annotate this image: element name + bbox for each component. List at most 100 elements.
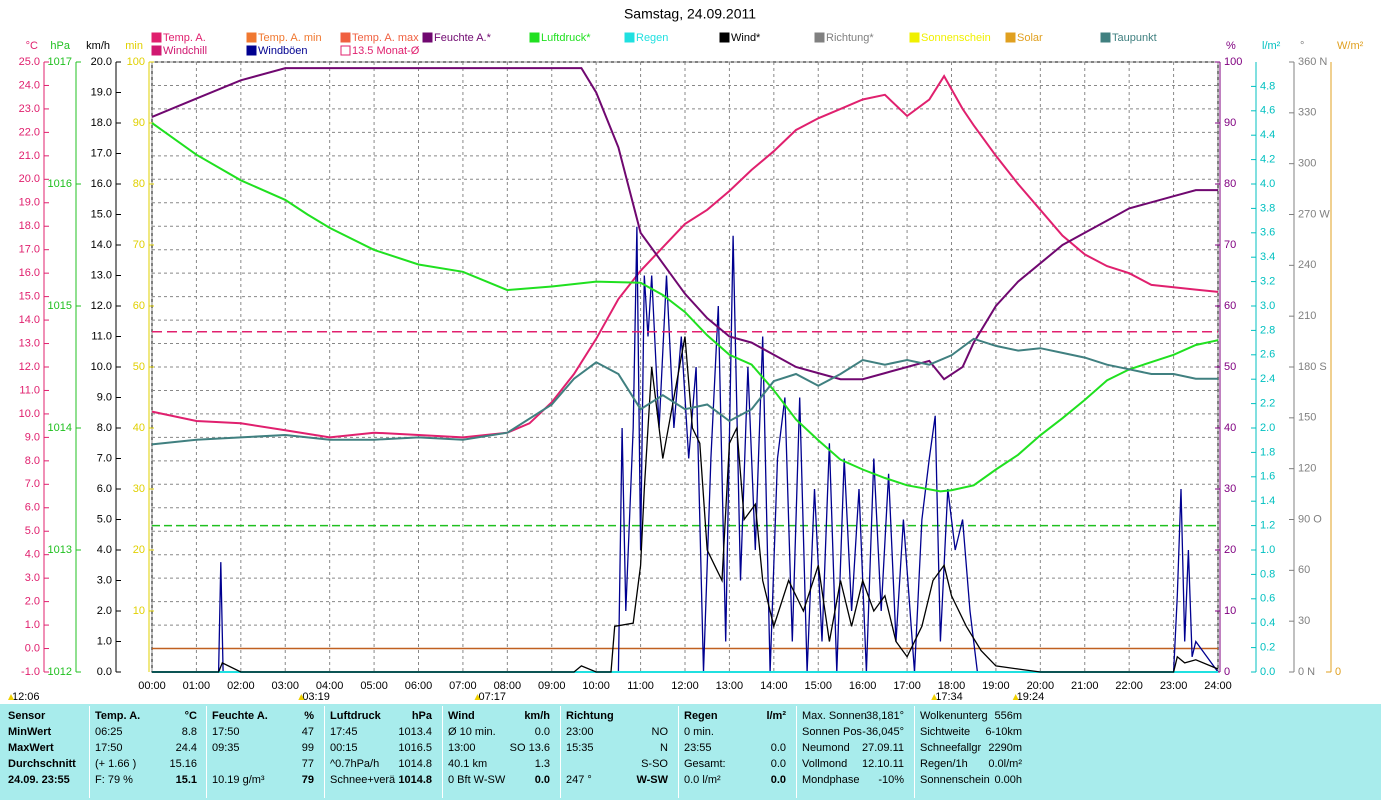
chart-title: Samstag, 24.09.2011 [624,6,756,22]
y-tick-label: 3.0 [25,572,40,584]
stats-value: SO 13.6 [509,742,550,754]
stats-unit: % [304,710,314,722]
y-tick-label: 1.4 [1260,495,1275,507]
x-tick-label: 11:00 [627,680,654,692]
stats-value: 38,181° [865,710,904,722]
stats-cell: MaxWert [8,742,54,754]
series-line [151,74,1219,439]
y-tick-label: 150 [1298,412,1316,424]
y-tick-label: 0.0 [25,642,40,654]
stats-cell: 15:35 [566,742,594,754]
separator [206,706,207,798]
y-tick-label: 1014 [48,422,72,434]
stats-value: 99 [301,742,314,754]
stats-cell: 17:45 [330,726,358,738]
stats-header: Richtung [566,710,614,722]
y-tick-label: 6.0 [97,483,112,495]
stats-cell: 17:50 [212,726,240,738]
axis-title: l/m² [1262,40,1281,52]
y-tick-label: 11.0 [91,330,112,342]
stats-header: Wind [448,710,475,722]
y-tick-label: 4.4 [1260,129,1275,141]
y-tick-label: 240 [1298,259,1316,271]
y-tick-label: 19.0 [91,86,112,98]
stats-cell: Vollmond [802,758,848,770]
legend-swatch [340,32,351,43]
y-tick-label: 90 O [1298,513,1322,525]
y-tick-label: 1012 [48,666,72,678]
y-tick-label: 4.8 [1260,80,1275,92]
stats-cell: 00:15 [330,742,358,754]
stats-value: N [660,742,668,754]
legend-label: Temp. A. min [258,32,322,44]
stats-cell: 17:50 [95,742,123,754]
separator [560,706,561,798]
stats-value: 0.00h [994,774,1022,786]
y-tick-label: 17.0 [91,147,112,159]
y-tick-label: 2.0 [25,596,40,608]
annotation: 12:06 [12,691,40,703]
y-tick-label: 210 [1298,310,1316,322]
y-tick-label: 0.8 [1260,568,1275,580]
stats-cell: (+ 1.66 ) [95,758,137,770]
y-tick-label: 60 [1298,564,1310,576]
y-tick-label: 3.6 [1260,227,1275,239]
y-tick-label: 3.0 [97,574,112,586]
x-tick-label: 14:00 [760,680,788,692]
y-tick-label: 1016 [48,178,72,190]
stats-value: 12.10.11 [861,758,904,770]
y-tick-label: 13.0 [19,337,40,349]
legend-label: 13.5 Monat-Ø [352,45,420,57]
y-tick-label: 2.0 [1260,422,1275,434]
y-tick-label: 60 [1224,300,1236,312]
x-tick-label: 21:00 [1071,680,1099,692]
separator [324,706,325,798]
y-tick-label: 2.2 [1260,398,1275,410]
stats-cell: Schnee+verä [330,774,396,786]
stats-cell: 09:35 [212,742,240,754]
x-tick-label: 20:00 [1027,680,1055,692]
stats-value: W-SW [636,774,668,786]
y-tick-label: 1.2 [1260,520,1275,532]
y-tick-label: 22.0 [19,126,40,138]
x-tick-label: 22:00 [1115,680,1143,692]
y-tick-label: 2.8 [1260,324,1275,336]
annotation: 03:19 [302,691,330,703]
legend-label: Solar [1017,32,1043,44]
stats-cell: 40.1 km [448,758,488,770]
legend-label: Windböen [258,45,308,57]
y-tick-label: 18.0 [91,117,112,129]
x-tick-label: 04:00 [316,680,344,692]
stats-value: 47 [301,726,314,738]
stats-cell: Max. Sonnen [802,710,867,722]
stats-cell: Neumond [802,742,850,754]
chart: Samstag, 24.09.2011 00:00 01:00 02:00 03:00… [0,0,1381,704]
y-tick-label: 9.0 [97,391,112,403]
y-tick-label: -1.0 [21,666,40,678]
y-tick-label: 1017 [48,56,72,68]
y-tick-label: 14.0 [91,239,112,251]
background [0,0,1381,704]
y-tick-label: 4.0 [1260,178,1275,190]
legend-swatch [340,45,351,56]
y-tick-label: 270 W [1298,208,1330,220]
x-tick-label: 18:00 [938,680,966,692]
y-tick-label: 40 [133,422,145,434]
stats-cell: 23:00 [566,726,594,738]
x-tick-label: 24:00 [1204,680,1232,692]
y-tick-label: 90 [133,117,145,129]
y-tick-label: 0.6 [1260,593,1275,605]
y-tick-label: 15.0 [91,208,112,220]
stats-value: 6-10km [985,726,1022,738]
y-tick-label: 3.0 [1260,300,1275,312]
legend-swatch [624,32,635,43]
stats-value: 24.4 [175,742,197,754]
y-tick-label: 15.0 [19,291,40,303]
y-tick-label: 70 [133,239,145,251]
stats-value: -36,045° [862,726,904,738]
stats-cell: 13:00 [448,742,476,754]
y-tick-label: 24.0 [19,79,40,91]
x-tick-label: 15:00 [804,680,832,692]
stats-cell: 0.0 l/m² [684,774,721,786]
axis-title: ° [1300,40,1304,52]
